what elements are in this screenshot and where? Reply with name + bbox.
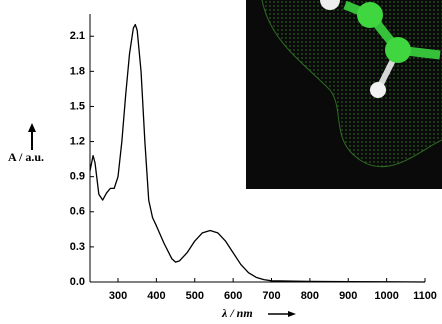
x-tick-label: 700: [262, 290, 280, 302]
x-tick-label: 500: [186, 290, 204, 302]
y-tick-label: 0.9: [70, 171, 85, 183]
x-tick-label: 1100: [413, 290, 437, 302]
inset-image: [246, 0, 442, 189]
x-axis-label: λ / nm: [221, 306, 253, 320]
y-arrow-head: [28, 123, 36, 132]
y-tick-label: 0.3: [70, 241, 85, 253]
y-tick-label: 1.5: [70, 100, 85, 112]
x-arrow-head: [288, 311, 296, 317]
y-tick-label: 0.0: [70, 276, 85, 288]
x-tick-label: 400: [147, 290, 165, 302]
y-tick-label: 1.2: [70, 135, 85, 147]
y-tick-label: 2.1: [70, 30, 85, 42]
chart: 0.0 0.3 0.6 0.9 1.2 1.5 1.8 2.1 300 400 500 600 700 8…: [0, 0, 442, 324]
y-axis-label: A / a.u.: [8, 150, 44, 164]
y-tick-label: 0.6: [70, 206, 85, 218]
x-tick-label: 600: [224, 290, 242, 302]
x-tick-label: 300: [109, 290, 127, 302]
x-tick-label: 1000: [374, 290, 398, 302]
y-tick-label: 1.8: [70, 65, 85, 77]
x-tick-label: 900: [339, 290, 357, 302]
x-tick-label: 800: [301, 290, 319, 302]
